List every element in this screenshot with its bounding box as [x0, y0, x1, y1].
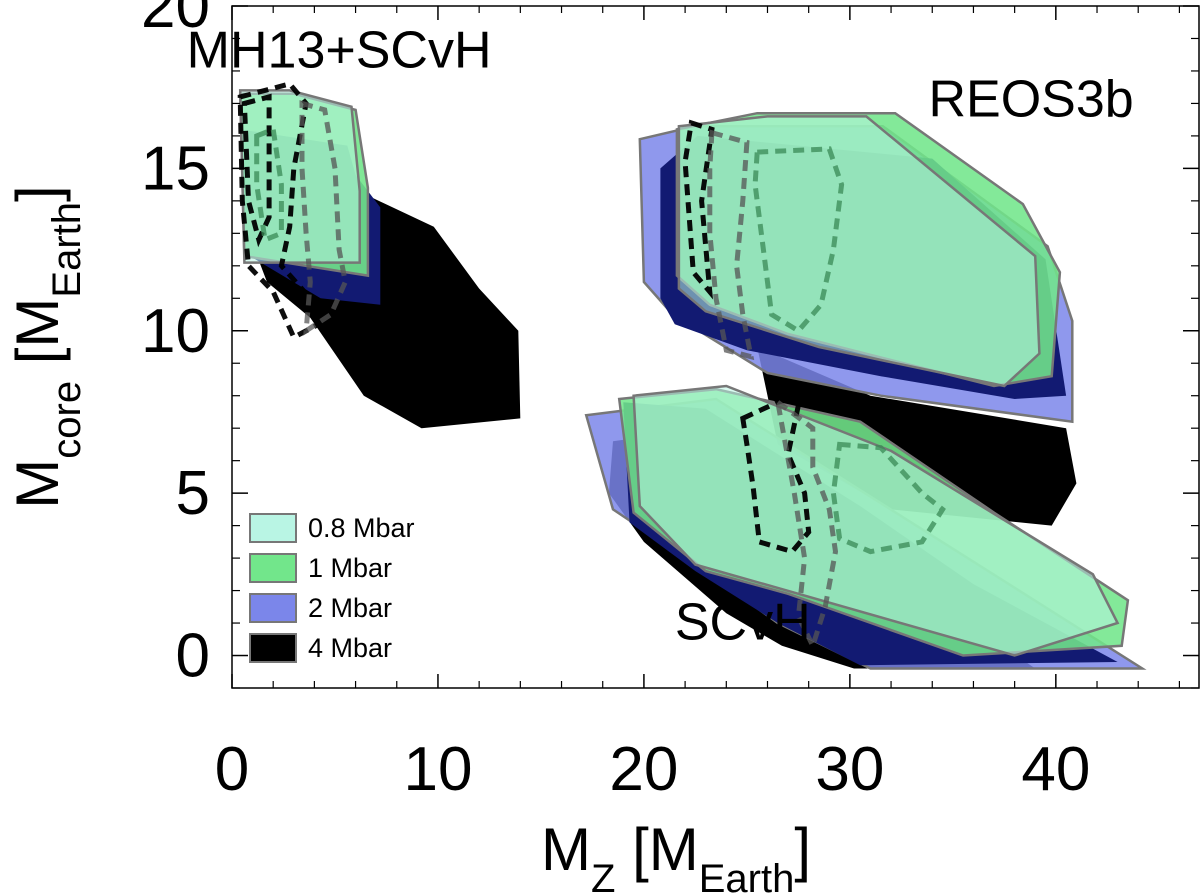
legend: 0.8 Mbar 1 Mbar 2 Mbar 4 Mbar: [249, 513, 415, 663]
legend-swatch-4-mbar: [249, 633, 297, 663]
dashed-outlines-layer: [237, 81, 946, 653]
x-axis-title-unit: M: [649, 816, 699, 883]
annotation-reos3b: REOS3b: [929, 70, 1134, 128]
x-axis-title-unit-sub: Earth: [699, 857, 795, 895]
dashed-outline-mh13-scvh-2: [299, 100, 348, 336]
region-reos3b-0-8-mbar: [677, 115, 1041, 388]
region-reos3b-4-mbar: [757, 347, 1077, 526]
x-tick-label: 30: [815, 735, 884, 804]
x-tick-label: 0: [215, 735, 249, 804]
x-axis-title: MZ [MEarth]: [541, 816, 811, 895]
dashed-outline-scvh-9: [830, 441, 946, 555]
region-scvh-0-8-mbar: [632, 384, 1120, 657]
legend-label-1-mbar: 1 Mbar: [308, 553, 392, 583]
legend-swatch-1-mbar: [249, 553, 297, 583]
legend-label-0-8-mbar: 0.8 Mbar: [308, 513, 415, 543]
y-tick-label: 15: [141, 134, 210, 203]
y-tick-label: 5: [176, 459, 210, 528]
x-tick-label: 20: [609, 735, 678, 804]
dashed-outline-scvh-8: [774, 396, 839, 653]
y-axis-title-unit: M: [4, 298, 71, 348]
y-axis-title-base: M: [4, 459, 71, 509]
y-axis-title-sub: core: [45, 381, 89, 459]
dashed-outline-mh13-scvh-1: [241, 93, 272, 248]
y-tick-label: 10: [141, 297, 210, 366]
dashed-outline-scvh-7: [740, 392, 812, 555]
legend-label-4-mbar: 4 Mbar: [308, 633, 392, 663]
ticks-layer: 0 10 20 30 40 0 5 10 15 20: [141, 0, 1199, 804]
legend-swatch-0-8-mbar: [249, 513, 297, 543]
y-axis-title-unit-sub: Earth: [45, 202, 89, 298]
x-axis-title-sub: Z: [591, 857, 615, 895]
annotations-layer: MH13+SCvH REOS3b SCvH: [187, 22, 1134, 652]
x-tick-label: 40: [1021, 735, 1090, 804]
plot-frame: [231, 5, 1200, 689]
legend-swatch-2-mbar: [249, 593, 297, 623]
annotation-scvh: SCvH: [675, 593, 811, 651]
y-tick-label: 20: [141, 0, 210, 41]
x-tick-label: 10: [403, 735, 472, 804]
annotation-mh13-scvh: MH13+SCvH: [187, 22, 492, 80]
y-tick-label: 0: [176, 622, 210, 691]
x-axis-title-base: M: [541, 816, 591, 883]
legend-label-2-mbar: 2 Mbar: [308, 593, 392, 623]
dashed-outline-reos3b-5: [707, 129, 755, 361]
y-axis-title: Mcore [MEarth]: [4, 185, 89, 508]
dashed-outline-reos3b-6: [752, 146, 845, 335]
